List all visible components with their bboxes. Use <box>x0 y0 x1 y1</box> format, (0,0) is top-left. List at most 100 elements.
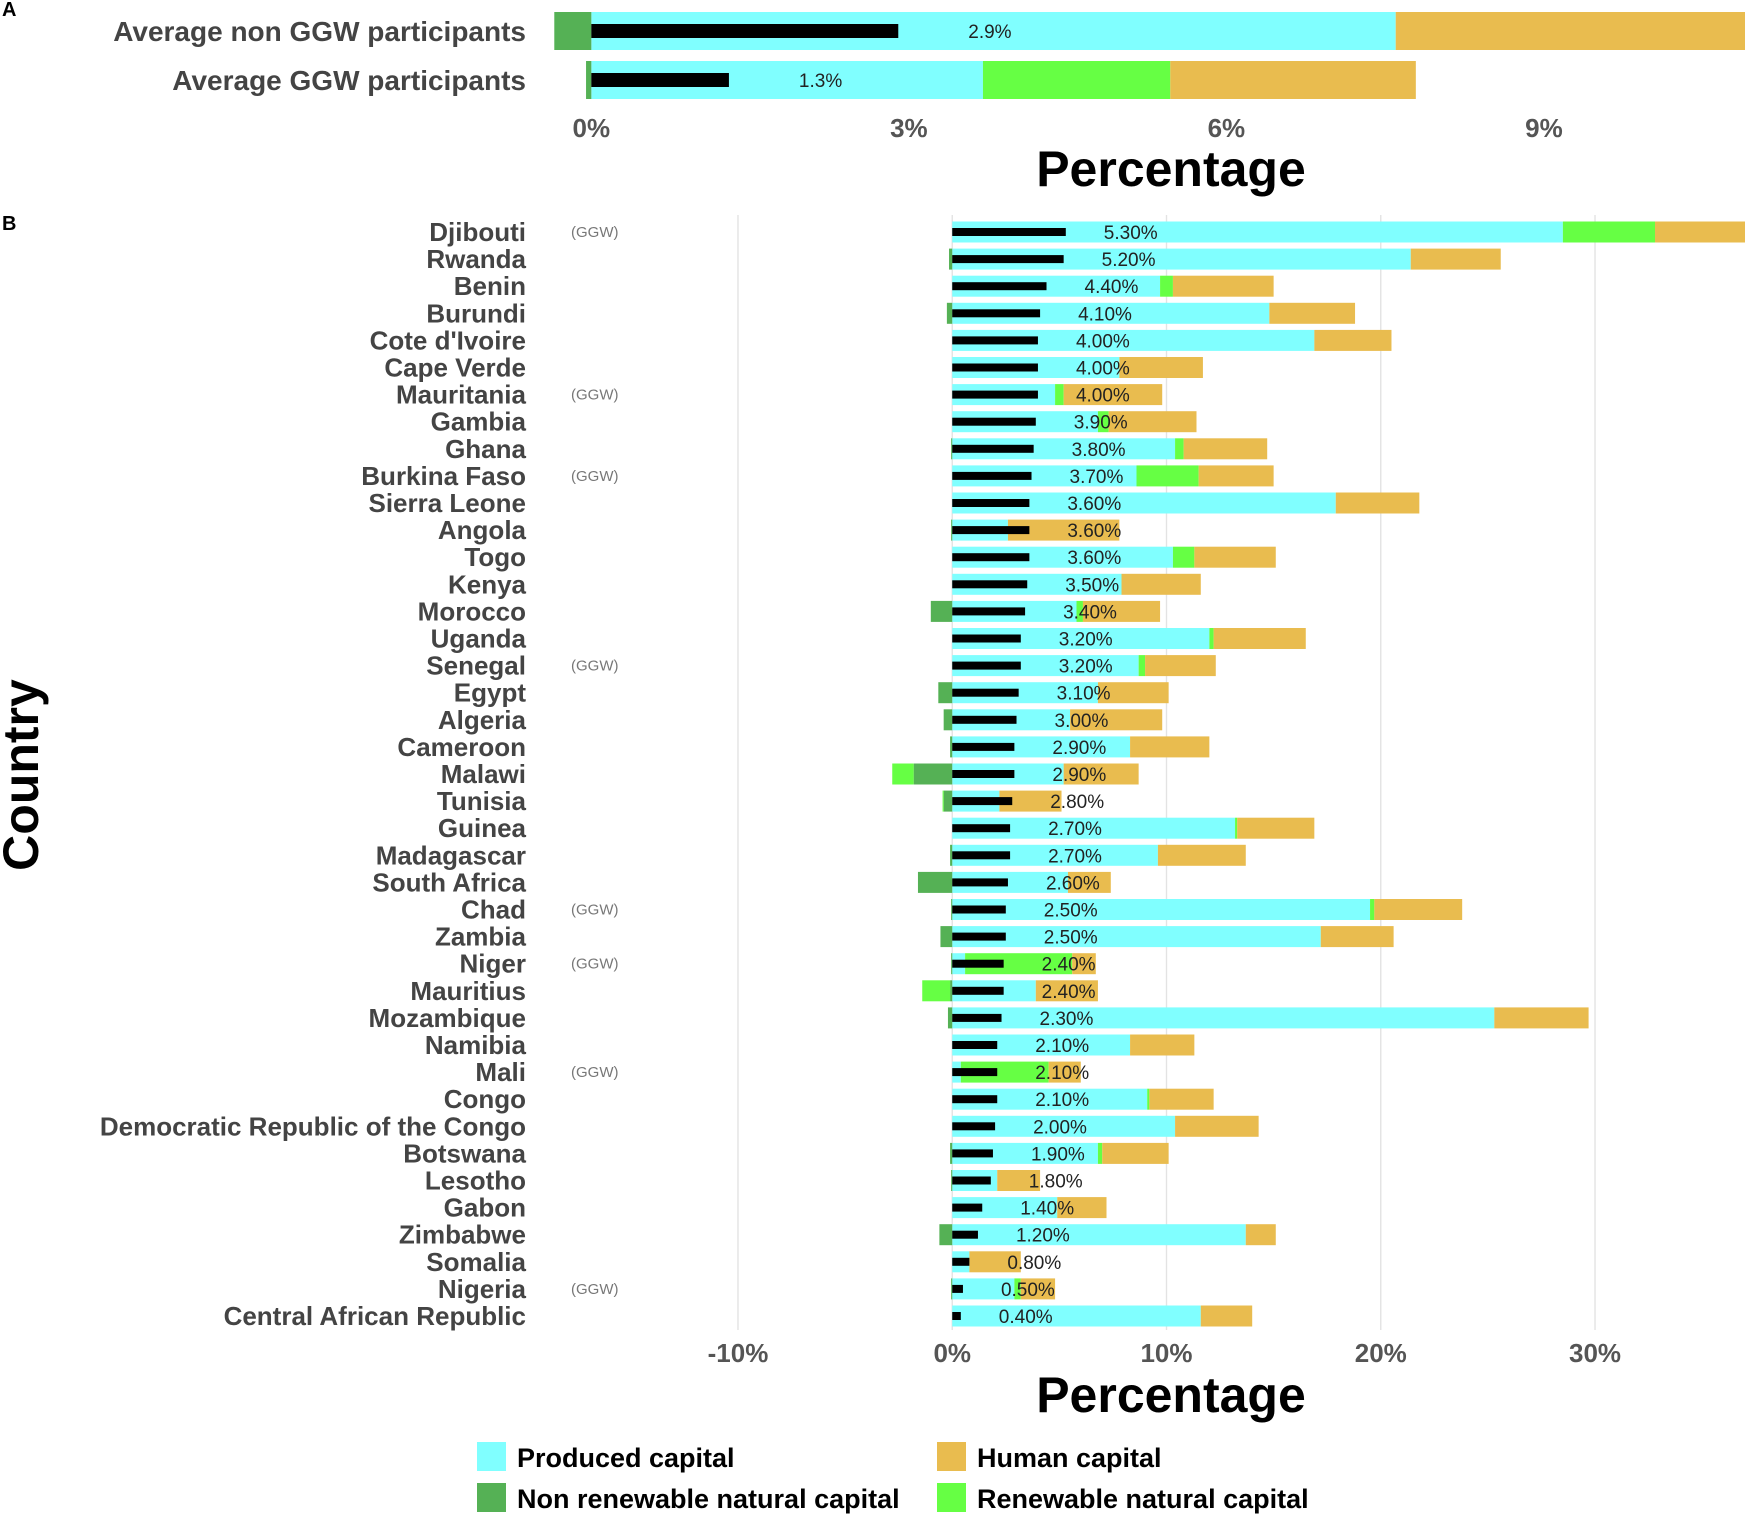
bar-row-cote-d-ivoire: 4.00% <box>952 329 1392 352</box>
bar-row-mauritius: 2.40% <box>922 980 1098 1003</box>
category-label-algeria: Algeria <box>438 705 527 735</box>
bar-row-burundi: 4.10% <box>946 302 1356 325</box>
bar-total-south-africa <box>952 878 1008 887</box>
data-label-malawi: 2.90% <box>1052 765 1106 786</box>
bar-produced-mozambique <box>952 1007 1495 1029</box>
category-label-average-non-ggw-participants: Average non GGW participants <box>113 16 526 47</box>
bar-total-gabon <box>952 1203 983 1212</box>
category-label-average-ggw-participants: Average GGW participants <box>172 65 526 96</box>
bar-produced-gabon <box>952 1197 1058 1219</box>
bar-row-togo: 3.60% <box>952 546 1276 569</box>
bar-row-cameroon: 2.90% <box>950 736 1210 759</box>
bar-human-average-ggw-participants <box>1170 61 1416 99</box>
panel-a: 2.9% Average non GGW participants 1.3% Aver… <box>113 12 1745 197</box>
bar-human-uganda <box>1213 628 1306 649</box>
category-label-central-african-republic: Central African Republic <box>224 1301 526 1331</box>
bar-nonrenewable-ghana <box>951 438 953 460</box>
data-label-average-non-ggw-participants: 2.9% <box>968 22 1011 43</box>
bar-row-morocco: 3.40% <box>930 600 1161 623</box>
category-label-uganda: Uganda <box>431 624 527 654</box>
bar-human-rwanda <box>1410 248 1501 270</box>
data-label-mozambique: 2.30% <box>1040 1009 1094 1030</box>
bar-total-benin <box>952 282 1047 291</box>
bar-row-nigeria: 0.50% <box>951 1278 1056 1301</box>
category-label-mozambique: Mozambique <box>369 1003 526 1033</box>
bar-row-namibia: 2.10% <box>952 1034 1195 1057</box>
bar-produced-madagascar <box>952 844 1158 866</box>
bar-produced-djibouti <box>952 221 1563 243</box>
bar-human-senegal <box>1145 655 1216 677</box>
bar-human-zambia <box>1320 926 1394 948</box>
category-label-burundi: Burundi <box>426 298 526 328</box>
bar-human-cote-d-ivoire <box>1314 329 1392 351</box>
category-label-rwanda: Rwanda <box>426 244 526 274</box>
data-label-burundi: 4.10% <box>1078 304 1132 325</box>
data-label-zambia: 2.50% <box>1044 928 1098 949</box>
bar-total-gambia <box>952 417 1036 426</box>
x-tick-20: 20% <box>1355 1338 1407 1368</box>
bar-row-uganda: 3.20% <box>952 628 1306 651</box>
bar-human-south-africa <box>1067 871 1111 893</box>
bar-human-namibia <box>1130 1034 1195 1056</box>
legend-label-produced-capital: Produced capital <box>517 1443 735 1473</box>
x-axis-title: Percentage <box>1036 141 1306 197</box>
bar-total-zimbabwe <box>952 1230 978 1239</box>
bar-human-average-non-ggw-participants <box>1395 12 1745 50</box>
bar-total-malawi <box>952 770 1015 778</box>
bar-human-cape-verde <box>1119 357 1203 378</box>
bar-nonrenewable-mozambique <box>947 1007 953 1029</box>
data-label-cameroon: 2.90% <box>1052 738 1106 759</box>
x-tick-3: 3% <box>890 113 928 143</box>
bar-produced-chad <box>952 899 1371 920</box>
category-label-congo: Congo <box>444 1084 526 1114</box>
bar-total-madagascar <box>952 851 1011 860</box>
bar-human-congo <box>1149 1088 1214 1110</box>
bar-human-madagascar <box>1157 844 1246 866</box>
bar-total-cameroon <box>952 742 1015 751</box>
bar-human-gabon <box>1057 1197 1107 1219</box>
bar-total-zambia <box>952 932 1006 941</box>
category-label-cape-verde: Cape Verde <box>384 353 526 383</box>
bar-total-average-ggw-participants <box>591 73 729 87</box>
bar-produced-guinea <box>952 817 1236 839</box>
y-axis-title: Country <box>0 679 49 871</box>
data-label-senegal: 3.20% <box>1059 657 1113 678</box>
bar-nonrenewable-algeria <box>943 709 953 731</box>
bar-human-lesotho <box>997 1170 1041 1191</box>
bar-row-guinea: 2.70% <box>952 817 1315 840</box>
category-label-nigeria: Nigeria <box>438 1274 527 1304</box>
bar-human-mauritania <box>1063 384 1163 406</box>
category-label-guinea: Guinea <box>438 813 527 843</box>
bar-produced-egypt <box>952 682 1098 704</box>
bar-total-guinea <box>952 824 1011 833</box>
bar-total-cape-verde <box>952 363 1038 372</box>
bar-row-cape-verde: 4.00% <box>952 357 1203 380</box>
category-label-morocco: Morocco <box>418 596 526 626</box>
bar-row-niger: 2.40% <box>951 953 1096 976</box>
panel-letter-a: A <box>2 0 16 21</box>
category-label-egypt: Egypt <box>454 678 527 708</box>
legend-label-non-renewable-natural-capital: Non renewable natural capital <box>517 1484 900 1514</box>
bar-nonrenewable-morocco <box>930 600 953 622</box>
legend: Produced capital Human capital Non renewab… <box>477 1442 1309 1514</box>
bar-produced-ghana <box>952 438 1176 460</box>
category-label-gabon: Gabon <box>444 1193 526 1223</box>
bar-row-djibouti: 5.30% <box>952 221 1745 244</box>
bar-nonrenewable-niger <box>951 953 953 975</box>
bar-row-lesotho: 1.80% <box>951 1170 1083 1193</box>
bar-renewable-tunisia <box>942 790 944 812</box>
bar-human-djibouti <box>1655 221 1745 243</box>
bar-total-burkina-faso <box>952 471 1032 480</box>
bar-total-egypt <box>952 688 1019 697</box>
data-label-namibia: 2.10% <box>1035 1036 1089 1057</box>
bar-row-botswana: 1.90% <box>950 1142 1169 1165</box>
bar-row-mali: 2.10% <box>952 1061 1089 1084</box>
x-axis-title: Percentage <box>1036 1367 1306 1423</box>
data-label-mali: 2.10% <box>1035 1063 1089 1084</box>
bar-human-togo <box>1194 546 1276 568</box>
bar-row-burkina-faso: 3.70% <box>952 465 1274 488</box>
bar-row-zambia: 2.50% <box>940 926 1394 949</box>
legend-label-human-capital: Human capital <box>977 1443 1162 1473</box>
data-label-kenya: 3.50% <box>1065 575 1119 596</box>
data-label-morocco: 3.40% <box>1063 602 1117 623</box>
